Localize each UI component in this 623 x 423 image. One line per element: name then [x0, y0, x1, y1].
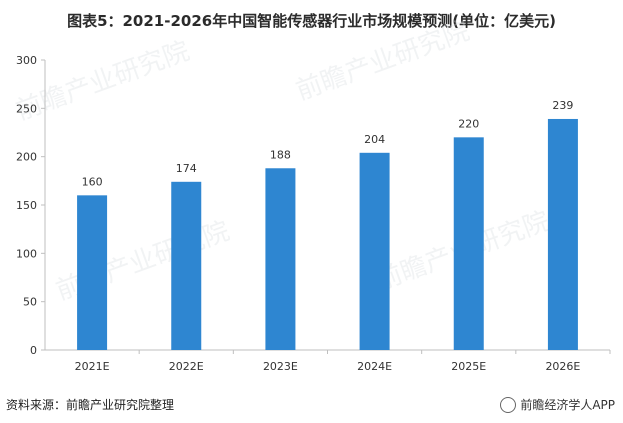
bar [171, 181, 202, 350]
x-tick-label: 2025E [451, 360, 486, 373]
y-tick-label: 100 [16, 247, 37, 260]
x-tick-label: 2022E [169, 360, 204, 373]
svg-text:前瞻产业研究院: 前瞻产业研究院 [292, 16, 473, 106]
x-tick-label: 2024E [357, 360, 392, 373]
data-label: 239 [552, 99, 573, 112]
bar [359, 152, 390, 350]
brand-watermark-sub: 前瞻经济学人APP [520, 398, 615, 412]
y-tick-label: 300 [16, 54, 37, 67]
plot-area: 0 50 100 150 200 250 300 160 2021E 174 2022E 188 202… [16, 54, 611, 373]
brand-watermark: 前瞻经济学人APP [500, 396, 615, 413]
data-label: 174 [176, 162, 197, 175]
y-tick-label: 50 [23, 296, 37, 309]
y-tick-label: 150 [16, 199, 37, 212]
y-tick-label: 250 [16, 102, 37, 115]
data-label: 188 [270, 148, 291, 161]
x-tick-label: 2023E [263, 360, 298, 373]
chart-title: 图表5：2021-2026年中国智能传感器行业市场规模预测(单位：亿美元) [67, 12, 556, 30]
x-tick-label: 2026E [545, 360, 580, 373]
y-tick-label: 0 [30, 344, 37, 357]
bar [265, 168, 296, 350]
data-label: 220 [458, 117, 479, 130]
y-tick-label: 200 [16, 151, 37, 164]
bar [547, 118, 578, 350]
svg-text:前瞻产业研究院: 前瞻产业研究院 [12, 36, 193, 126]
source-note: 资料来源：前瞻产业研究院整理 [6, 398, 175, 412]
bar [77, 195, 108, 350]
data-label: 160 [82, 175, 103, 188]
data-label: 204 [364, 133, 385, 146]
wechat-icon [500, 396, 517, 413]
x-tick-label: 2021E [75, 360, 110, 373]
bar [453, 137, 484, 350]
